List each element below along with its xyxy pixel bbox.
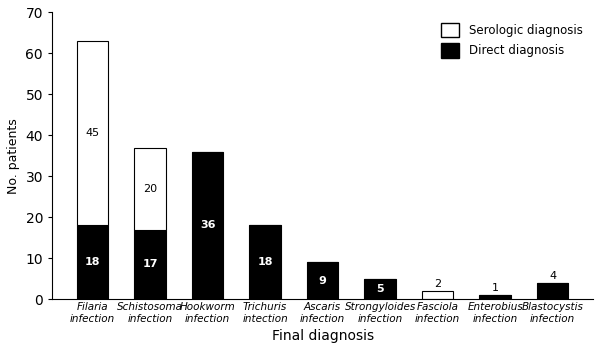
- Text: 1: 1: [491, 283, 499, 293]
- Text: 5: 5: [376, 284, 384, 294]
- Bar: [307, 262, 338, 299]
- Text: 17: 17: [142, 259, 158, 269]
- Text: 45: 45: [85, 128, 100, 138]
- Bar: [192, 152, 223, 299]
- Text: 18: 18: [85, 257, 100, 267]
- Text: 18: 18: [257, 257, 273, 267]
- X-axis label: Final diagnosis: Final diagnosis: [272, 329, 374, 343]
- Text: 20: 20: [143, 183, 157, 194]
- Bar: [77, 41, 109, 225]
- Bar: [479, 295, 511, 299]
- Text: 2: 2: [434, 279, 441, 289]
- Text: 9: 9: [319, 276, 326, 286]
- Bar: [422, 291, 454, 299]
- Bar: [364, 279, 396, 299]
- Legend: Serologic diagnosis, Direct diagnosis: Serologic diagnosis, Direct diagnosis: [437, 18, 587, 63]
- Y-axis label: No. patients: No. patients: [7, 118, 20, 194]
- Bar: [134, 230, 166, 299]
- Bar: [77, 225, 109, 299]
- Bar: [249, 225, 281, 299]
- Text: 4: 4: [549, 271, 556, 281]
- Bar: [537, 283, 568, 299]
- Text: 36: 36: [200, 220, 215, 230]
- Bar: [134, 148, 166, 230]
